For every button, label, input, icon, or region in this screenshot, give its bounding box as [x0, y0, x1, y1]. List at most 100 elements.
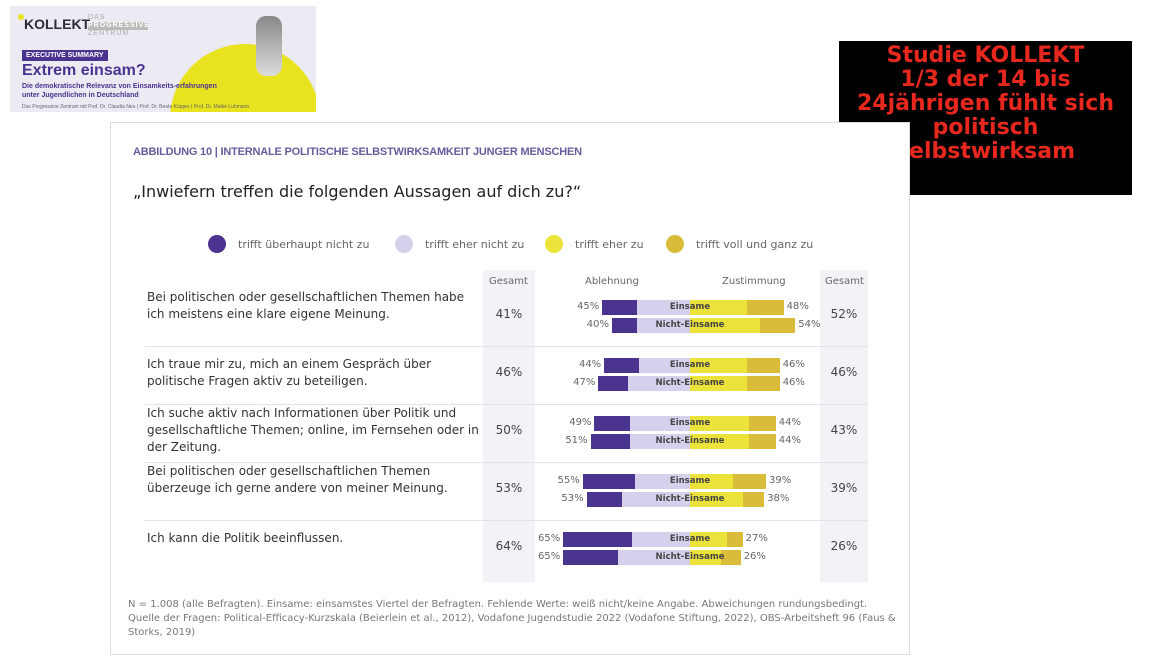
question-text: Bei politischen oder gesellschaftlichen … [147, 290, 465, 321]
bar-segment-voll [746, 376, 780, 391]
question-text: Bei politischen oder gesellschaftlichen … [147, 464, 448, 495]
bar-segment-eher-nicht [637, 318, 690, 333]
zustimmung-percent: 44% [778, 435, 802, 446]
question-text: Ich kann die Politik beeinflussen. [147, 531, 344, 545]
note-line: selbstwirksam [895, 139, 1076, 164]
bar-segment-eher [690, 474, 733, 489]
bar-segment-eher-nicht [639, 358, 690, 373]
bar-segment-eher [690, 550, 722, 565]
bar-segment-voll [748, 434, 776, 449]
report-subtitle: Die demokratische Relevanz von Einsamkei… [22, 83, 217, 99]
header-zustimmung: Zustimmung [722, 276, 786, 287]
bar-segment-eher-nicht [635, 474, 690, 489]
bar-segment-eher-nicht [621, 492, 690, 507]
bar-group-label: Nicht-Einsame [655, 494, 725, 504]
bar-segment-eher [690, 532, 728, 547]
gesamt-ablehnung-value: 41% [495, 307, 523, 321]
zustimmung-percent: 48% [786, 301, 809, 312]
logo-text: ZENTRUM [88, 30, 130, 37]
legend-label: trifft voll und ganz zu [696, 237, 814, 251]
zustimmung-percent: 46% [782, 377, 805, 388]
ablehnung-percent: 47% [573, 377, 596, 388]
astronaut-image [256, 16, 282, 76]
ablehnung-percent: 55% [557, 475, 580, 486]
bar-segment-ueberhaupt-nicht [604, 358, 640, 373]
bar-segment-ueberhaupt-nicht [598, 376, 628, 391]
bar-segment-ueberhaupt-nicht [602, 300, 638, 315]
survey-question: „Inwiefern treffen die folgenden Aussage… [133, 182, 582, 201]
report-cover-thumbnail: KOLLEKT DAS PROGRESSIVE ZENTRUM EXECUTIVE … [10, 6, 316, 112]
note-line: 1/3 der 14 bis [900, 67, 1071, 92]
bar-segment-ueberhaupt-nicht [594, 416, 630, 431]
bar-segment-eher [690, 300, 747, 315]
question-text: Ich suche aktiv nach Informationen über … [147, 406, 479, 454]
progressive-zentrum-logo: DAS PROGRESSIVE ZENTRUM [88, 14, 149, 38]
bar-segment-voll [748, 416, 776, 431]
gesamt-right-column [820, 270, 868, 582]
bar-segment-voll [760, 318, 796, 333]
executive-summary-badge: EXECUTIVE SUMMARY [22, 50, 108, 61]
legend-swatch [208, 235, 226, 253]
legend-label: trifft eher nicht zu [425, 237, 525, 251]
ablehnung-percent: 40% [586, 319, 609, 330]
row-separator [145, 462, 868, 463]
gesamt-zustimmung-value: 26% [830, 539, 858, 553]
bar-segment-eher-nicht [627, 376, 690, 391]
bar-group-label: Einsame [669, 534, 711, 544]
bar-segment-voll [727, 532, 743, 547]
legend-label: trifft eher zu [575, 237, 644, 251]
ablehnung-percent: 65% [538, 551, 561, 562]
ablehnung-percent: 65% [538, 533, 561, 544]
gesamt-ablehnung-value: 50% [495, 423, 523, 437]
ablehnung-percent: 49% [569, 417, 592, 428]
row-separator [145, 404, 868, 405]
report-authors: Das Progressive Zentrum mit Prof. Dr. Cl… [22, 104, 250, 110]
bar-segment-eher [690, 318, 761, 333]
gesamt-left-column [483, 270, 535, 582]
header-ablehnung: Ablehnung [585, 276, 639, 287]
bar-segment-ueberhaupt-nicht [590, 434, 630, 449]
bar-group-label: Einsame [669, 476, 711, 486]
zustimmung-percent: 26% [743, 551, 766, 562]
bar-segment-eher-nicht [617, 550, 690, 565]
bar-segment-eher-nicht [631, 532, 690, 547]
ablehnung-percent: 45% [577, 301, 600, 312]
legend-item: trifft eher nicht zu [395, 235, 524, 253]
bar-group-label: Einsame [669, 302, 711, 312]
ablehnung-percent: 53% [561, 493, 584, 504]
footnote: N = 1.008 (alle Befragten). Einsame: ein… [128, 599, 896, 638]
bar-segment-eher [690, 434, 749, 449]
figure-title: ABBILDUNG 10 | INTERNALE POLITISCHE SELB… [133, 146, 582, 158]
legend-swatch [545, 235, 563, 253]
yellow-circle-graphic [170, 44, 316, 112]
bar-segment-voll [746, 300, 784, 315]
legend-label: trifft überhaupt nicht zu [238, 237, 370, 251]
row-separator [145, 520, 868, 521]
ablehnung-percent: 44% [578, 359, 602, 370]
legend-item: trifft eher zu [545, 235, 644, 253]
question-text: Ich traue mir zu, mich an einem Gespräch… [147, 357, 432, 388]
bar-segment-eher [690, 376, 747, 391]
bar-segment-ueberhaupt-nicht [563, 550, 618, 565]
bar-segment-voll [746, 358, 780, 373]
gesamt-zustimmung-value: 52% [830, 307, 858, 321]
gesamt-zustimmung-value: 43% [830, 423, 858, 437]
bar-group-label: Nicht-Einsame [655, 436, 725, 446]
note-line: 24jährigen fühlt sich [857, 91, 1114, 116]
bar-segment-ueberhaupt-nicht [612, 318, 638, 333]
zustimmung-percent: 44% [778, 417, 802, 428]
legend-item: trifft voll und ganz zu [666, 235, 813, 253]
bar-segment-eher-nicht [629, 416, 690, 431]
bar-group-label: Einsame [669, 418, 711, 428]
header-gesamt-right: Gesamt [825, 276, 864, 287]
bar-segment-eher-nicht [637, 300, 690, 315]
bar-segment-voll [742, 492, 765, 507]
bar-segment-eher [690, 358, 747, 373]
bar-segment-voll [732, 474, 767, 489]
zustimmung-percent: 54% [798, 319, 821, 330]
bar-group-label: Nicht-Einsame [655, 552, 725, 562]
bar-segment-eher [690, 416, 749, 431]
legend-item: trifft überhaupt nicht zu [208, 235, 369, 253]
bar-segment-ueberhaupt-nicht [582, 474, 636, 489]
kollekt-logo: KOLLEKT [24, 16, 91, 32]
